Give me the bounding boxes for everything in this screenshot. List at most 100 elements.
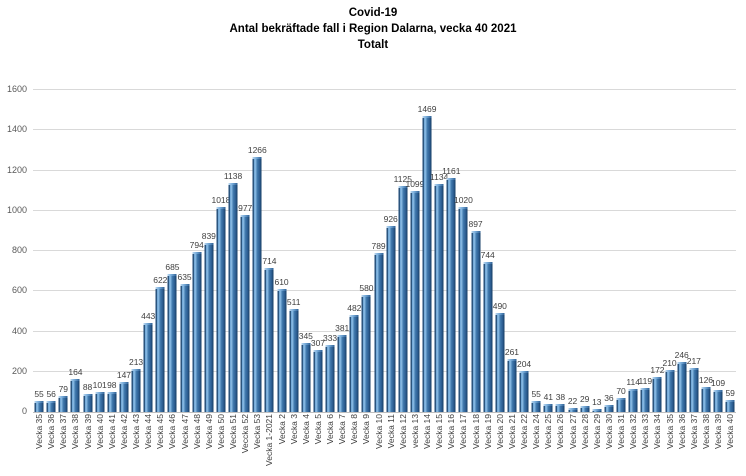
x-tick-label: Vecka 49 <box>203 414 214 449</box>
bar-column: 217 <box>686 90 701 412</box>
x-tick-label: Vecka 25 <box>543 414 554 449</box>
bar-value-label: 1134 <box>430 172 449 182</box>
bar <box>458 207 468 412</box>
x-tick-label: Vecka 48 <box>191 414 202 449</box>
bar <box>689 368 699 412</box>
bar-value-label: 55 <box>34 389 44 399</box>
x-tick-label: Vecka 46 <box>167 414 178 449</box>
bar-column: 79 <box>57 90 69 412</box>
x-tick-label: Vecka 31 <box>616 414 627 449</box>
bar-column: 635 <box>177 90 192 412</box>
x-tick: Vecka 7 <box>336 414 348 444</box>
x-tick: vecka 13 <box>409 414 421 448</box>
bar-column: 685 <box>165 90 180 412</box>
x-tick: Vecka 40 <box>724 414 736 449</box>
x-tick-label: Vecka 19 <box>482 414 493 449</box>
bar <box>119 382 129 412</box>
bar-value-label: 1125 <box>393 174 412 184</box>
x-tick-label: Vecka 39 <box>82 414 93 449</box>
x-tick-label: Vecka 37 <box>58 414 69 449</box>
bar-column: 794 <box>190 90 204 412</box>
bar-column: 1018 <box>211 90 230 412</box>
y-tick-label: 0 <box>21 406 27 416</box>
bar <box>58 396 68 412</box>
x-tick: Vecka 53 <box>251 414 263 449</box>
bar <box>422 116 432 412</box>
x-tick-label: Vecka 11 <box>385 414 396 449</box>
x-tick-label: Vecka 44 <box>143 414 154 449</box>
bar-value-label: 213 <box>128 357 144 367</box>
x-tick-label: Vecka 35 <box>664 414 675 449</box>
gridline <box>33 290 736 292</box>
x-tick-label: Vecka 9 <box>361 414 372 445</box>
bar-column: 164 <box>68 90 83 412</box>
gridline <box>33 330 736 332</box>
x-tick: Vecka 16 <box>445 414 457 449</box>
x-axis: Vecka 35 Vecka 36 Vecka 37 Vecka 38 Vecka 39… <box>33 414 736 474</box>
bar-value-label: 29 <box>579 394 590 404</box>
bar <box>386 226 396 412</box>
bar <box>604 405 614 412</box>
x-tick: Vecka 46 <box>166 414 178 449</box>
bar-column: 172 <box>650 90 665 412</box>
bar-column: 55 <box>530 90 542 412</box>
x-tick: Vecka 27 <box>567 414 579 449</box>
bar-value-label: 210 <box>662 358 677 368</box>
x-tick: Vecka 44 <box>142 414 154 449</box>
bar <box>46 401 56 412</box>
x-tick: Vecka 37 <box>57 414 69 449</box>
y-tick-label: 200 <box>11 365 27 376</box>
bar <box>95 392 105 412</box>
plot-area <box>33 89 736 413</box>
x-tick-label: Vecka 15 <box>434 414 445 449</box>
x-tick: Vecka 49 <box>203 414 215 449</box>
bar <box>398 186 408 412</box>
y-axis: 0 200 400 600 800 1000 1200 1400 1600 <box>0 84 29 416</box>
x-tick-label: Vecka 36 <box>46 414 57 449</box>
bar-column: 977 <box>238 90 252 412</box>
x-tick-label: Vecka 29 <box>591 414 602 449</box>
bar-column: 246 <box>675 90 689 412</box>
bar-column: 897 <box>468 90 483 412</box>
x-tick: Vecka 43 <box>130 414 142 449</box>
x-tick-label: Vecka 45 <box>155 414 166 449</box>
x-tick: Vecka 10 <box>373 414 385 449</box>
bar-column: 1099 <box>405 90 424 412</box>
bar <box>568 408 578 412</box>
bar <box>34 401 44 412</box>
bar-value-label: 345 <box>298 331 313 341</box>
x-tick: Vecka 4 <box>300 414 312 444</box>
bar <box>725 400 735 412</box>
bar-value-label: 172 <box>650 365 665 375</box>
bar-value-label: 164 <box>68 367 83 377</box>
bar-column: 114 <box>626 90 640 412</box>
gridline <box>33 209 736 211</box>
bar-value-label: 114 <box>626 377 640 387</box>
bar <box>507 359 517 412</box>
bar-column: 789 <box>371 90 386 412</box>
bar-column: 88 <box>82 90 94 412</box>
bar-value-label: 217 <box>686 356 701 366</box>
bar <box>143 323 153 412</box>
y-tick-label: 400 <box>11 325 27 336</box>
bar <box>652 377 662 412</box>
bar <box>665 370 675 412</box>
bar-column: 307 <box>311 90 325 412</box>
x-tick: Vecka 8 <box>348 414 360 444</box>
x-tick-label: vecka 13 <box>409 414 420 449</box>
bar-column: 744 <box>481 90 495 412</box>
bar <box>167 274 177 412</box>
bar-column: 41 <box>542 90 554 412</box>
x-tick-label: Vecka 18 <box>470 414 481 449</box>
bar <box>240 215 250 412</box>
bar-column: 22 <box>567 90 579 412</box>
bar <box>713 390 723 412</box>
x-tick-label: Vecka 40 <box>725 414 736 449</box>
bar <box>374 253 384 412</box>
bar <box>555 404 565 412</box>
bar <box>446 178 456 412</box>
gridline <box>33 89 736 90</box>
bar-value-label: 1138 <box>223 171 243 181</box>
y-tick-label: 1000 <box>6 204 27 215</box>
x-tick: Vecka 34 <box>651 414 663 449</box>
